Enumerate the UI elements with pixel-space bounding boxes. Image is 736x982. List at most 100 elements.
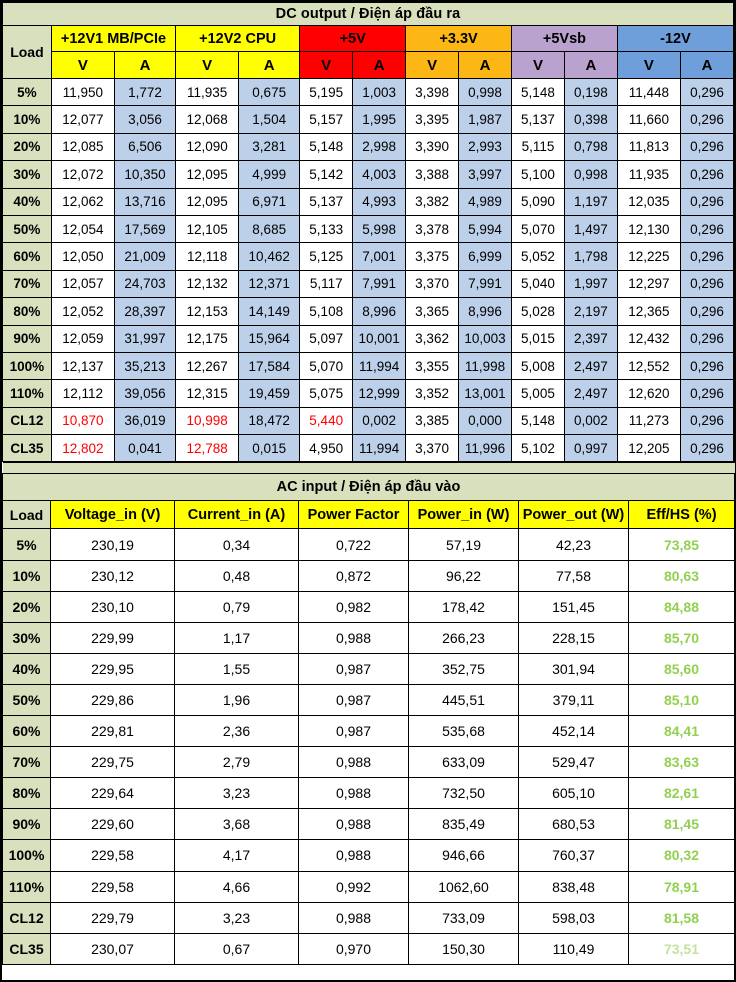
table-row: CL35 230,07 0,67 0,970 150,30 110,49 73,51 bbox=[2, 932, 735, 965]
dc-cell: 0,296 bbox=[679, 187, 735, 216]
ac-cell: 229,64 bbox=[50, 777, 175, 810]
load-label: 30% bbox=[2, 160, 52, 189]
table-row: 110% 12,112 39,056 12,315 19,459 5,075 12,999 3… bbox=[2, 379, 735, 408]
dc-cell: 5,075 bbox=[299, 379, 354, 408]
table-row: 90% 12,059 31,997 12,175 15,964 5,097 10,001 3,… bbox=[2, 324, 735, 353]
dc-cell: 19,459 bbox=[238, 379, 301, 408]
dc-cell: 4,999 bbox=[238, 160, 301, 189]
subheader-volt-m12v: V bbox=[616, 51, 681, 79]
ac-title-row: AC input / Điện áp đầu vào bbox=[2, 473, 735, 502]
load-label: 40% bbox=[2, 652, 51, 685]
dc-cell: 1,504 bbox=[238, 105, 301, 134]
ac-cell: 96,22 bbox=[408, 559, 519, 592]
dc-cell: 3,375 bbox=[405, 242, 460, 271]
dc-cell: 3,056 bbox=[113, 105, 177, 134]
load-label: 20% bbox=[2, 132, 52, 162]
dc-cell: 13,716 bbox=[113, 187, 177, 216]
dc-cell: 5,090 bbox=[510, 187, 565, 216]
ac-cell: 229,95 bbox=[50, 652, 175, 685]
ac-cell: 2,36 bbox=[174, 715, 299, 748]
dc-cell: 36,019 bbox=[113, 406, 177, 436]
ac-cell: 266,23 bbox=[408, 621, 519, 654]
subheader-volt-12v2: V bbox=[175, 51, 240, 79]
dc-cell: 18,472 bbox=[238, 406, 301, 436]
dc-cell: 1,003 bbox=[352, 77, 407, 107]
ac-header-voltage-in: Voltage_in (V) bbox=[50, 500, 175, 530]
dc-cell: 5,028 bbox=[510, 297, 565, 326]
dc-subheader-row: V A V A V A V A V A V A bbox=[3, 51, 735, 79]
table-row: 50% 12,054 17,569 12,105 8,685 5,133 5,998 3,37… bbox=[2, 214, 735, 244]
ac-cell: 229,99 bbox=[50, 621, 175, 654]
dc-table-body: 5% 11,950 1,772 11,935 0,675 5,195 1,003 3,398 0… bbox=[2, 77, 735, 463]
dc-cell: 28,397 bbox=[113, 297, 177, 326]
dc-cell: 3,388 bbox=[405, 160, 460, 189]
dc-cell: 35,213 bbox=[113, 351, 177, 381]
dc-cell: 5,994 bbox=[458, 214, 512, 244]
ac-cell: 3,68 bbox=[174, 808, 299, 841]
ac-cell: 4,17 bbox=[174, 839, 299, 872]
dc-cell: 0,296 bbox=[679, 132, 735, 162]
ac-cell: 0,988 bbox=[298, 746, 409, 779]
ac-cell: 379,11 bbox=[518, 683, 629, 717]
dc-cell: 12,365 bbox=[616, 297, 681, 326]
dc-cell: 5,137 bbox=[510, 105, 565, 134]
dc-cell: 7,001 bbox=[352, 242, 407, 271]
dc-cell: 12,552 bbox=[616, 351, 681, 381]
ac-cell: 151,45 bbox=[518, 590, 629, 623]
subheader-amp-12v1: A bbox=[113, 51, 177, 79]
ac-cell: 230,10 bbox=[50, 590, 175, 623]
dc-cell: 3,382 bbox=[405, 187, 460, 216]
dc-cell: 24,703 bbox=[113, 269, 177, 299]
dc-cell: 6,999 bbox=[458, 242, 512, 271]
dc-cell: 2,993 bbox=[458, 132, 512, 162]
ac-cell: 3,23 bbox=[174, 777, 299, 810]
table-row: 20% 12,085 6,506 12,090 3,281 5,148 2,998 3,390… bbox=[2, 132, 735, 162]
dc-cell: 6,971 bbox=[238, 187, 301, 216]
load-label: 50% bbox=[2, 683, 51, 717]
dc-cell: 8,996 bbox=[352, 297, 407, 326]
dc-cell: 13,001 bbox=[458, 379, 512, 408]
dc-cell: 12,062 bbox=[50, 187, 115, 216]
load-label: 10% bbox=[2, 559, 51, 592]
rail-group-5vsb: +5Vsb bbox=[510, 25, 618, 52]
efficiency-value: 85,70 bbox=[628, 621, 735, 654]
ac-cell: 228,15 bbox=[518, 621, 629, 654]
dc-cell: 39,056 bbox=[113, 379, 177, 408]
rail-group-m12v: -12V bbox=[616, 25, 735, 52]
dc-cell: 12,225 bbox=[616, 242, 681, 271]
ac-cell: 150,30 bbox=[408, 932, 519, 965]
dc-cell: 0,296 bbox=[679, 269, 735, 299]
dc-cell: 12,035 bbox=[616, 187, 681, 216]
dc-cell: 0,296 bbox=[679, 214, 735, 244]
efficiency-value: 84,88 bbox=[628, 590, 735, 623]
dc-cell: 12,371 bbox=[238, 269, 301, 299]
dc-cell: 5,125 bbox=[299, 242, 354, 271]
ac-cell: 605,10 bbox=[518, 777, 629, 810]
rail-group-12v2: +12V2 CPU bbox=[175, 25, 301, 52]
dc-cell: 11,660 bbox=[616, 105, 681, 134]
dc-cell: 2,998 bbox=[352, 132, 407, 162]
dc-cell: 0,675 bbox=[238, 77, 301, 107]
dc-cell: 1,995 bbox=[352, 105, 407, 134]
subheader-amp-m12v: A bbox=[679, 51, 735, 79]
ac-cell: 0,34 bbox=[174, 528, 299, 561]
ac-cell: 838,48 bbox=[518, 870, 629, 903]
dc-cell: 17,569 bbox=[113, 214, 177, 244]
ac-cell: 229,58 bbox=[50, 870, 175, 903]
dc-title-row: DC output / Điện áp đầu ra bbox=[2, 2, 734, 26]
dc-cell: 0,296 bbox=[679, 434, 735, 463]
table-row: 40% 229,95 1,55 0,987 352,75 301,94 85,60 bbox=[2, 652, 735, 685]
dc-cell: 4,003 bbox=[352, 160, 407, 189]
ac-cell: 535,68 bbox=[408, 715, 519, 748]
dc-cell: 10,870 bbox=[50, 406, 115, 436]
dc-cell: 5,008 bbox=[510, 351, 565, 381]
table-row: 30% 12,072 10,350 12,095 4,999 5,142 4,003 3,38… bbox=[2, 160, 735, 189]
dc-cell: 11,935 bbox=[616, 160, 681, 189]
load-label: 20% bbox=[2, 590, 51, 623]
dc-cell: 7,991 bbox=[352, 269, 407, 299]
dc-cell: 1,997 bbox=[563, 269, 618, 299]
load-label: 10% bbox=[2, 105, 52, 134]
dc-cell: 12,090 bbox=[175, 132, 240, 162]
load-label: 110% bbox=[2, 870, 51, 903]
dc-cell: 1,772 bbox=[113, 77, 177, 107]
